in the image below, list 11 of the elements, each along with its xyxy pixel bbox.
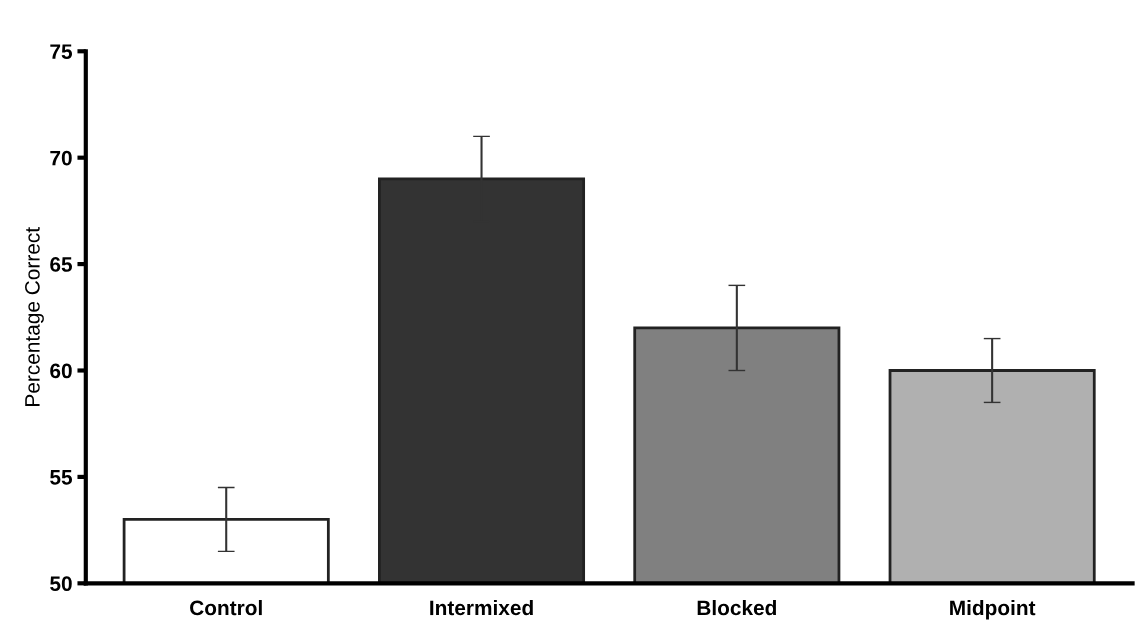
x-tick-label: Blocked [697, 599, 776, 616]
x-tick-label: Control [190, 599, 262, 616]
x-tick-label: Midpoint [950, 599, 1036, 620]
y-tick-label: 75 [50, 44, 73, 60]
x-tick-label: Intermixed [430, 599, 533, 616]
y-tick-label: 65 [50, 257, 73, 272]
y-axis-title: Percentage Correct [25, 227, 44, 406]
y-tick-label: 55 [50, 470, 73, 485]
y-tick-label: 50 [50, 576, 72, 592]
y-tick-label: 70 [50, 150, 72, 166]
y-tick-label: 60 [50, 363, 72, 379]
